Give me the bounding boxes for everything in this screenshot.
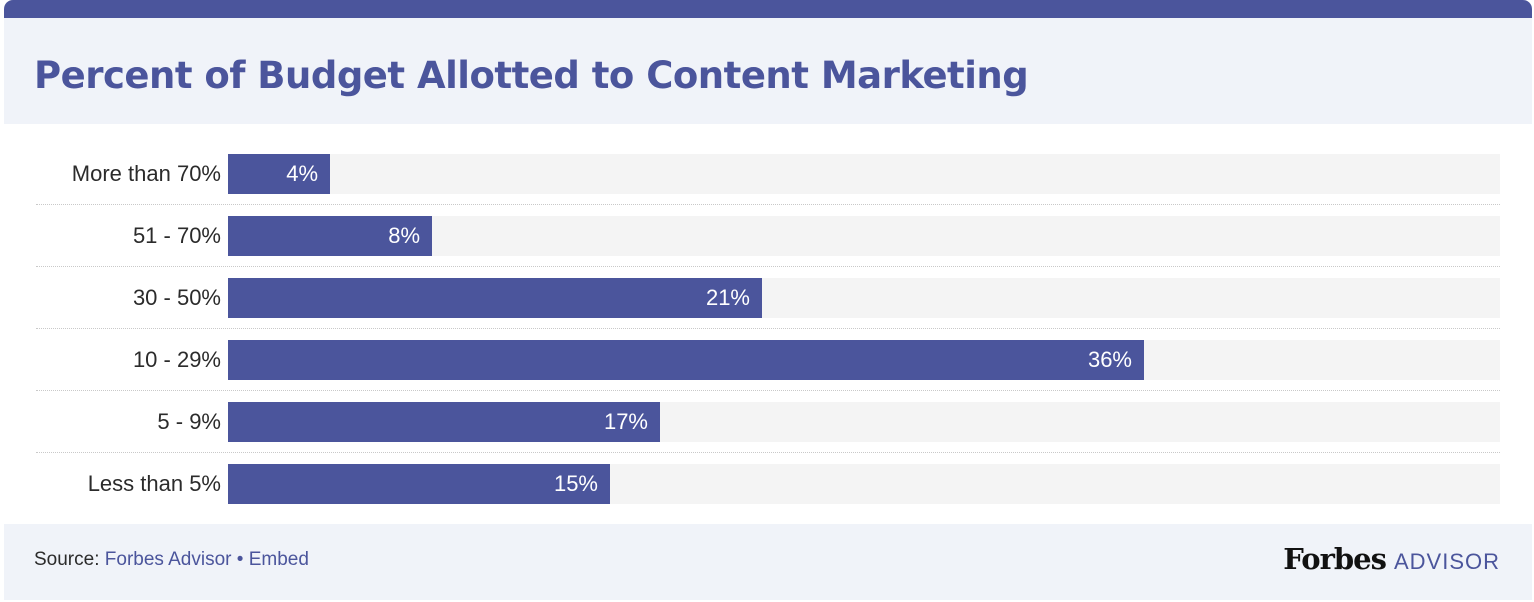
row-separator xyxy=(36,390,1500,391)
source-separator: • xyxy=(231,549,249,570)
chart-title: Percent of Budget Allotted to Content Ma… xyxy=(34,54,1029,97)
bar: 8% xyxy=(228,216,432,256)
source-prefix: Source: xyxy=(34,549,105,570)
source-link[interactable]: Forbes Advisor xyxy=(104,549,232,570)
category-label: Less than 5% xyxy=(87,471,221,496)
bar: 36% xyxy=(228,340,1144,380)
forbes-advisor-logo[interactable]: Forbes ADVISOR xyxy=(1283,542,1500,576)
embed-link[interactable]: Embed xyxy=(248,549,309,570)
value-label: 4% xyxy=(286,161,318,186)
bar-track: 17% xyxy=(228,402,1500,442)
logo-brand: Forbes xyxy=(1283,542,1387,576)
bar-track: 4% xyxy=(228,154,1500,194)
bar-row: 10 - 29% 36% xyxy=(36,340,1500,402)
row-separator xyxy=(36,266,1500,267)
category-label: 30 - 50% xyxy=(132,285,221,310)
bar: 4% xyxy=(228,154,330,194)
value-label: 8% xyxy=(388,223,420,248)
accent-top-bar xyxy=(4,0,1532,18)
bar-track: 8% xyxy=(228,216,1500,256)
category-label: 51 - 70% xyxy=(132,223,221,248)
chart-header: Percent of Budget Allotted to Content Ma… xyxy=(4,18,1532,124)
bar-track: 15% xyxy=(228,464,1500,504)
category-label: More than 70% xyxy=(71,161,221,186)
value-label: 15% xyxy=(553,471,598,496)
bar-track: 21% xyxy=(228,278,1500,318)
row-separator xyxy=(36,328,1500,329)
value-label: 17% xyxy=(603,409,648,434)
category-label: 10 - 29% xyxy=(132,347,221,372)
bar-track: 36% xyxy=(228,340,1500,380)
bar: 15% xyxy=(228,464,610,504)
bar: 21% xyxy=(228,278,762,318)
value-label: 21% xyxy=(705,285,750,310)
bar-chart: More than 70% 4% 51 - 70% 8% 30 - 50% 21% 10 -… xyxy=(4,124,1532,524)
source-line: Source: Forbes Advisor • Embed xyxy=(34,549,309,571)
category-label: 5 - 9% xyxy=(157,409,221,434)
chart-card: Percent of Budget Allotted to Content Ma… xyxy=(4,0,1532,600)
bar-row: 5 - 9% 17% xyxy=(36,402,1500,464)
bar-row: 51 - 70% 8% xyxy=(36,216,1500,278)
logo-sub: ADVISOR xyxy=(1393,549,1500,574)
bar: 17% xyxy=(228,402,660,442)
chart-footer: Source: Forbes Advisor • Embed Forbes ADV… xyxy=(4,524,1532,600)
value-label: 36% xyxy=(1087,347,1132,372)
row-separator xyxy=(36,204,1500,205)
bar-row: 30 - 50% 21% xyxy=(36,278,1500,340)
bar-row: More than 70% 4% xyxy=(36,154,1500,216)
row-separator xyxy=(36,452,1500,453)
bar-row: Less than 5% 15% xyxy=(36,464,1500,526)
